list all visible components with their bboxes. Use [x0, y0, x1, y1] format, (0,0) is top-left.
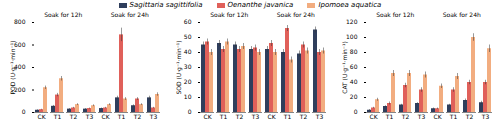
svg-text:T1: T1 — [449, 113, 458, 120]
svg-text:80: 80 — [350, 48, 358, 55]
svg-text:20: 20 — [184, 78, 192, 85]
svg-text:800: 800 — [14, 19, 26, 25]
svg-text:CK: CK — [267, 113, 276, 120]
svg-text:CK: CK — [101, 113, 110, 120]
svg-text:0: 0 — [22, 108, 26, 115]
html-text:Soak for 24h: Soak for 24h — [442, 11, 481, 18]
svg-text:120: 120 — [346, 19, 358, 25]
svg-text:T2: T2 — [401, 113, 410, 120]
svg-text:T2: T2 — [69, 113, 78, 120]
svg-text:SOD (U·g⁻¹·min⁻¹): SOD (U·g⁻¹·min⁻¹) — [175, 40, 183, 94]
html-text:Soak for 24h: Soak for 24h — [110, 11, 149, 18]
svg-text:40: 40 — [184, 48, 192, 55]
svg-text:CAT (U·g⁻¹·min⁻¹): CAT (U·g⁻¹·min⁻¹) — [341, 41, 349, 94]
svg-text:T2: T2 — [235, 113, 244, 120]
svg-text:CK: CK — [203, 113, 212, 120]
svg-text:T1: T1 — [283, 113, 292, 120]
svg-text:T2: T2 — [465, 113, 474, 120]
svg-text:T3: T3 — [149, 113, 158, 120]
svg-text:0: 0 — [188, 108, 192, 115]
html-text:Soak for 24h: Soak for 24h — [276, 11, 315, 18]
svg-text:100: 100 — [346, 33, 358, 40]
svg-text:T1: T1 — [117, 113, 126, 120]
svg-text:T3: T3 — [251, 113, 260, 120]
svg-text:10: 10 — [184, 93, 192, 100]
svg-text:50: 50 — [184, 33, 192, 40]
svg-text:60: 60 — [350, 63, 358, 70]
svg-text:20: 20 — [350, 93, 358, 100]
svg-text:600: 600 — [14, 41, 26, 48]
svg-text:T3: T3 — [85, 113, 94, 120]
svg-text:CK: CK — [37, 113, 46, 120]
html-text:Soak for 12h: Soak for 12h — [376, 11, 415, 18]
html-text:Soak for 12h: Soak for 12h — [210, 11, 249, 18]
svg-text:T2: T2 — [299, 113, 308, 120]
svg-text:30: 30 — [184, 63, 192, 70]
svg-text:200: 200 — [14, 86, 26, 93]
svg-text:40: 40 — [350, 78, 358, 85]
svg-text:400: 400 — [14, 63, 26, 70]
svg-text:T1: T1 — [53, 113, 62, 120]
svg-text:T1: T1 — [219, 113, 228, 120]
svg-text:POD (U·g⁻¹·min⁻¹): POD (U·g⁻¹·min⁻¹) — [9, 40, 17, 94]
svg-text:T2: T2 — [133, 113, 142, 120]
svg-text:T3: T3 — [315, 113, 324, 120]
svg-text:T3: T3 — [417, 113, 426, 120]
html-text:Oenanthe javanica: Oenanthe javanica — [227, 1, 294, 9]
svg-text:T3: T3 — [481, 113, 490, 120]
svg-text:CK: CK — [369, 113, 378, 120]
html-text:Soak for 12h: Soak for 12h — [44, 11, 83, 18]
svg-text:60: 60 — [184, 19, 192, 25]
svg-text:CK: CK — [433, 113, 442, 120]
svg-text:0: 0 — [354, 108, 358, 115]
html-text:Sagittaria sagittifolia: Sagittaria sagittifolia — [129, 1, 203, 9]
html-text:Ipomoea aquatica: Ipomoea aquatica — [318, 1, 382, 9]
svg-text:T1: T1 — [385, 113, 394, 120]
